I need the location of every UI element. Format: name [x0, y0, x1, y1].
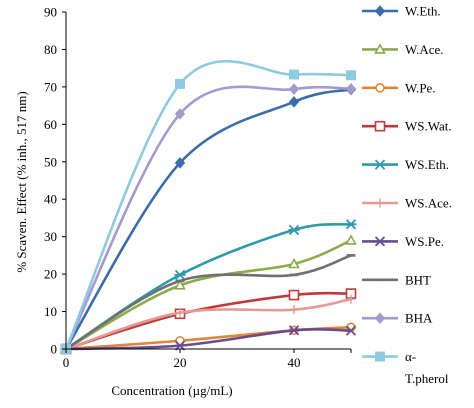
series-line — [64, 85, 352, 350]
data-point — [288, 257, 300, 269]
legend-item: BHA — [362, 311, 433, 326]
y-tick-label: 10 — [44, 304, 57, 319]
legend-label: W.Pe. — [405, 80, 436, 95]
axes-layer: 0 10 20 30 40 50 60 70 80 90 0 20 40 — [44, 5, 352, 370]
legend-marker — [375, 83, 385, 93]
series-line — [64, 59, 352, 350]
series-layer — [60, 59, 357, 355]
data-point — [288, 83, 300, 95]
legend-label: W.Eth. — [405, 4, 441, 19]
data-point — [174, 279, 186, 290]
data-point — [345, 325, 357, 336]
data-point — [175, 78, 185, 89]
legend-label: α-T.pherol — [405, 349, 449, 386]
data-point — [346, 70, 356, 81]
data-point — [288, 325, 300, 336]
legend-item: W.Pe. — [362, 80, 436, 95]
data-point — [174, 269, 186, 280]
legend-item: WS.Eth. — [362, 157, 449, 172]
series-line — [65, 254, 352, 351]
legend-marker — [375, 198, 385, 208]
series-line — [64, 88, 352, 350]
y-tick-label: 50 — [44, 154, 57, 169]
y-tick-label: 90 — [44, 5, 57, 20]
y-tick-label: 30 — [44, 229, 57, 244]
legend-item: WS.Ace. — [362, 196, 452, 211]
data-point — [174, 108, 186, 120]
data-point — [175, 308, 185, 318]
legend-marker — [374, 159, 386, 170]
series-1 — [60, 83, 357, 355]
legend-marker — [374, 236, 386, 247]
data-point — [289, 305, 299, 315]
series-line — [65, 327, 352, 351]
y-tick-label: 40 — [44, 192, 57, 207]
data-point — [288, 224, 300, 236]
y-tick-label: 70 — [44, 79, 57, 94]
x-axis-title: Concentration (µg/mL) — [111, 383, 232, 398]
legend-layer: W.Eth. W.Ace. W.Pe. WS.Wat. WS.Eth. WS.Ace. WS… — [362, 4, 452, 386]
legend-marker — [375, 351, 385, 362]
x-tick-label: 40 — [288, 355, 301, 370]
legend-label: WS.Eth. — [405, 157, 449, 172]
legend-item: WS.Wat. — [362, 119, 452, 134]
legend-marker — [374, 5, 386, 17]
legend-marker — [374, 312, 386, 324]
series-9 — [60, 83, 357, 355]
x-tick-label: 0 — [63, 355, 70, 370]
data-point — [288, 96, 300, 108]
legend-item: W.Eth. — [362, 4, 441, 19]
data-point — [174, 157, 186, 169]
y-tick-label: 80 — [44, 42, 57, 57]
y-tick-label: 0 — [51, 342, 58, 357]
legend-label: BHA — [405, 311, 433, 326]
legend-label: WS.Wat. — [405, 119, 452, 134]
legend-item: BHT — [362, 272, 431, 287]
legend-item: WS.Pe. — [362, 234, 444, 249]
data-point — [345, 83, 357, 95]
data-point — [346, 294, 356, 304]
legend-label: BHT — [405, 272, 431, 287]
y-axis-title: % Scaven. Effect (% inh., 517 nm) — [14, 91, 29, 272]
legend-item: W.Ace. — [362, 42, 444, 57]
legend-item: α-T.pherol — [362, 349, 449, 386]
data-point — [289, 69, 299, 80]
series-7 — [60, 325, 357, 355]
legend-label: WS.Ace. — [405, 196, 452, 211]
data-point — [345, 234, 357, 245]
series-5 — [60, 219, 357, 355]
data-point — [345, 219, 357, 230]
legend-marker — [374, 120, 386, 132]
legend-marker — [374, 43, 386, 54]
legend-label: WS.Pe. — [405, 234, 444, 249]
y-tick-label: 20 — [44, 267, 57, 282]
y-tick-label: 60 — [44, 117, 57, 132]
x-tick-label: 20 — [174, 355, 187, 370]
series-line — [65, 297, 352, 351]
legend-label: W.Ace. — [405, 42, 444, 57]
data-point — [288, 289, 300, 301]
